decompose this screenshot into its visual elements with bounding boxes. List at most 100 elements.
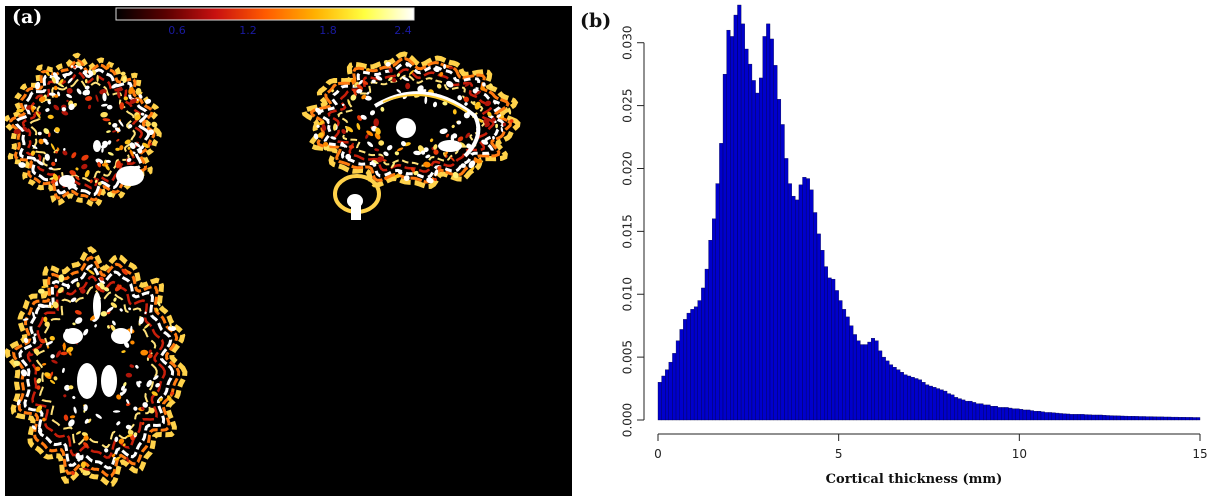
- brain-image-panel: 0.6 1.2 1.8 2.4: [5, 6, 572, 496]
- histogram-bar: [1095, 414, 1099, 421]
- histogram-bar: [730, 36, 735, 421]
- chart-axes: 0 5 10 15 0.000 0.005 0.010 0.015 0.020 0.025 0.03…: [620, 26, 1207, 461]
- histogram-bar: [993, 405, 998, 421]
- histogram-bar: [1102, 415, 1107, 421]
- histogram-bar: [1113, 415, 1118, 421]
- histogram-bar: [1015, 408, 1020, 421]
- histogram-bar: [1055, 412, 1060, 421]
- histogram-bar: [1192, 417, 1197, 421]
- histogram-bar: [824, 266, 828, 421]
- histogram-bar: [907, 375, 912, 421]
- histogram-bar: [957, 398, 962, 421]
- histogram-bar: [1134, 416, 1139, 421]
- histogram-bar: [852, 334, 857, 421]
- histogram-bar: [1178, 417, 1183, 421]
- histogram-bar: [820, 250, 825, 421]
- histogram-bar: [1156, 416, 1161, 421]
- histogram-bar: [943, 390, 948, 421]
- histogram-bar: [816, 233, 821, 421]
- histogram-bar: [910, 377, 915, 421]
- histogram-bar: [925, 384, 930, 421]
- histogram-bar: [1196, 417, 1201, 421]
- histogram-bar: [1160, 416, 1165, 421]
- histogram-bar: [834, 290, 839, 421]
- x-tick-label: 10: [1012, 447, 1027, 461]
- histogram-bar: [704, 268, 709, 421]
- histogram-bar: [672, 353, 677, 421]
- colorbar-tick-label: 0.6: [168, 24, 186, 37]
- histogram-bar: [914, 378, 919, 421]
- histogram-bar: [983, 404, 987, 421]
- histogram-bar: [946, 393, 951, 421]
- histogram-bar: [1080, 414, 1085, 421]
- histogram-bar: [928, 385, 933, 421]
- histogram-bar: [668, 361, 673, 421]
- histogram-bar: [787, 183, 792, 421]
- histogram-chart: 0 5 10 15 0.000 0.005 0.010 0.015 0.020 0.025 0.03…: [620, 4, 1208, 487]
- histogram-bar: [954, 397, 959, 421]
- y-tick-label: 0.020: [620, 151, 634, 185]
- histogram-bar: [1011, 408, 1016, 421]
- histogram-bar: [813, 212, 818, 421]
- histogram-bar: [1058, 413, 1063, 421]
- histogram-bar: [1167, 416, 1172, 421]
- histogram-bar: [748, 63, 753, 421]
- histogram-bar: [979, 403, 984, 421]
- histogram-bar: [784, 158, 789, 421]
- histogram-bar: [1051, 412, 1056, 421]
- histogram-bar: [838, 300, 843, 421]
- histogram-bar: [892, 367, 897, 421]
- histogram-bar: [1163, 416, 1168, 421]
- y-tick-label: 0.015: [620, 214, 634, 248]
- histogram-bar: [773, 65, 778, 421]
- histogram-bar: [972, 402, 977, 421]
- histogram-bar: [1062, 413, 1067, 421]
- histogram-panel: 0 5 10 15 0.000 0.005 0.010 0.015 0.020 0.025 0.03…: [572, 0, 1213, 497]
- histogram-bar: [986, 404, 991, 421]
- histogram-bar: [766, 23, 771, 421]
- axial-slice: [5, 246, 188, 487]
- histogram-bar: [1029, 410, 1034, 421]
- histogram-bar: [1044, 412, 1049, 421]
- histogram-bar: [849, 325, 854, 421]
- histogram-bar: [889, 364, 894, 421]
- histogram-bar: [878, 350, 883, 421]
- histogram-bar: [740, 23, 745, 421]
- histogram-bar: [1185, 417, 1190, 421]
- histogram-bar: [708, 239, 713, 421]
- histogram-bar: [1069, 414, 1074, 421]
- histogram-bar: [1084, 414, 1089, 421]
- histogram-bar: [665, 369, 670, 421]
- y-tick-label: 0.000: [621, 403, 635, 437]
- histogram-bar: [755, 92, 760, 421]
- histogram-bar: [1022, 409, 1027, 421]
- histogram-bar: [1008, 407, 1013, 421]
- histogram-bar: [1076, 414, 1081, 421]
- histogram-bar: [990, 405, 995, 421]
- histogram-bar: [1131, 416, 1136, 421]
- histogram-bar: [675, 340, 680, 421]
- histogram-bar: [899, 372, 904, 421]
- brain-images-canvas: 0.6 1.2 1.8 2.4: [5, 7, 521, 487]
- histogram-bar: [1145, 416, 1150, 421]
- colorbar-tick-label: 1.8: [319, 24, 337, 37]
- histogram-bar: [827, 277, 832, 421]
- histogram-bar: [661, 375, 666, 421]
- x-axis-label: Cortical thickness (mm): [826, 472, 1003, 487]
- histogram-bar: [762, 36, 767, 421]
- histogram-bar: [737, 4, 742, 421]
- y-tick-label: 0.025: [621, 88, 635, 122]
- histogram-bar: [867, 341, 872, 421]
- histogram-bar: [932, 387, 937, 421]
- histogram-bar: [726, 29, 731, 421]
- histogram-bar: [1138, 416, 1143, 421]
- histogram-bar: [968, 400, 973, 421]
- histogram-bars: [657, 4, 1201, 421]
- histogram-bar: [1105, 415, 1110, 421]
- histogram-bar: [1174, 416, 1179, 421]
- histogram-bar: [1091, 414, 1096, 421]
- histogram-bar: [1142, 416, 1146, 421]
- histogram-bar: [1001, 407, 1006, 421]
- histogram-bar: [679, 329, 684, 421]
- histogram-bar: [686, 312, 691, 421]
